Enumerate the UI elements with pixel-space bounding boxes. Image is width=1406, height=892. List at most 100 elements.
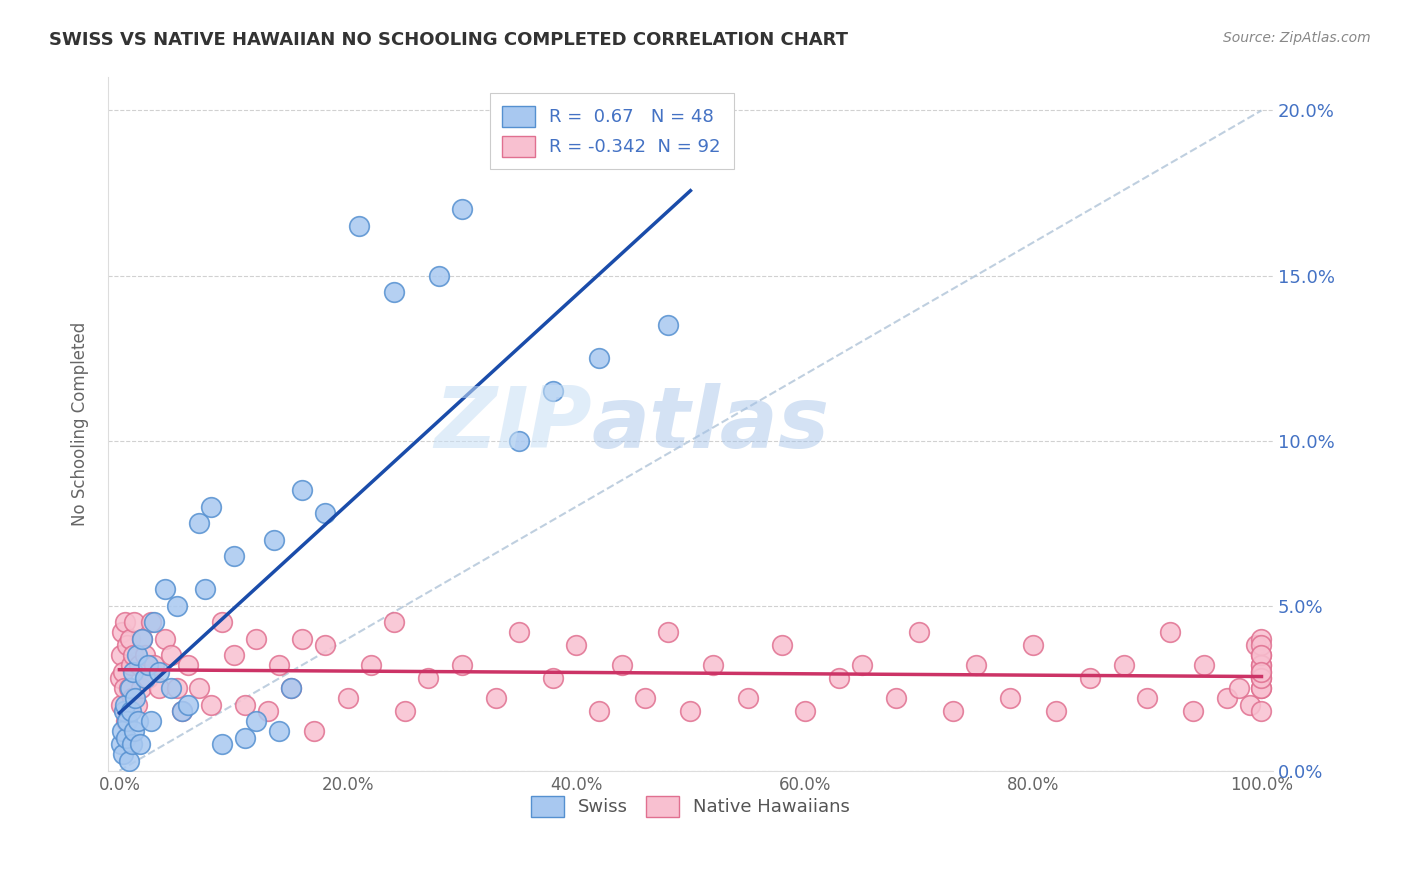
Point	[737, 691, 759, 706]
Point	[851, 658, 873, 673]
Point	[129, 681, 152, 695]
Point	[122, 648, 145, 662]
Point	[120, 658, 142, 673]
Y-axis label: No Schooling Completed: No Schooling Completed	[72, 322, 89, 526]
Point	[634, 691, 657, 706]
Point	[770, 638, 793, 652]
Point	[136, 671, 159, 685]
Point	[263, 533, 285, 547]
Point	[1250, 704, 1272, 718]
Point	[188, 681, 211, 695]
Point	[114, 615, 136, 629]
Point	[122, 724, 145, 739]
Point	[1000, 691, 1022, 706]
Point	[177, 658, 200, 673]
Point	[211, 737, 233, 751]
Point	[314, 638, 336, 652]
Point	[427, 268, 450, 283]
Point	[610, 658, 633, 673]
Point	[233, 698, 256, 712]
Point	[125, 698, 148, 712]
Point	[131, 632, 153, 646]
Point	[127, 714, 149, 728]
Text: SWISS VS NATIVE HAWAIIAN NO SCHOOLING COMPLETED CORRELATION CHART: SWISS VS NATIVE HAWAIIAN NO SCHOOLING CO…	[49, 31, 848, 49]
Text: Source: ZipAtlas.com: Source: ZipAtlas.com	[1223, 31, 1371, 45]
Point	[177, 698, 200, 712]
Point	[1239, 698, 1261, 712]
Point	[124, 691, 146, 706]
Point	[200, 698, 222, 712]
Point	[451, 202, 474, 217]
Point	[110, 737, 132, 751]
Point	[245, 714, 267, 728]
Point	[451, 658, 474, 673]
Legend: Swiss, Native Hawaiians: Swiss, Native Hawaiians	[524, 789, 858, 824]
Point	[125, 648, 148, 662]
Point	[314, 506, 336, 520]
Point	[1250, 671, 1272, 685]
Point	[111, 665, 134, 679]
Point	[679, 704, 702, 718]
Point	[108, 671, 131, 685]
Point	[131, 632, 153, 646]
Point	[122, 615, 145, 629]
Point	[1159, 625, 1181, 640]
Point	[1181, 704, 1204, 718]
Point	[148, 665, 170, 679]
Point	[280, 681, 302, 695]
Point	[222, 648, 245, 662]
Point	[111, 625, 134, 640]
Point	[828, 671, 851, 685]
Point	[1244, 638, 1267, 652]
Point	[280, 681, 302, 695]
Point	[136, 658, 159, 673]
Point	[1250, 671, 1272, 685]
Point	[382, 285, 405, 299]
Point	[657, 318, 679, 332]
Point	[1250, 648, 1272, 662]
Point	[508, 625, 530, 640]
Point	[1250, 681, 1272, 695]
Point	[291, 632, 314, 646]
Text: ZIP: ZIP	[434, 383, 592, 466]
Point	[1250, 681, 1272, 695]
Point	[115, 714, 138, 728]
Point	[166, 681, 188, 695]
Point	[233, 731, 256, 745]
Point	[211, 615, 233, 629]
Point	[942, 704, 965, 718]
Point	[485, 691, 508, 706]
Point	[382, 615, 405, 629]
Point	[110, 648, 132, 662]
Point	[188, 516, 211, 530]
Point	[884, 691, 907, 706]
Point	[166, 599, 188, 613]
Point	[159, 648, 181, 662]
Point	[134, 671, 156, 685]
Point	[159, 681, 181, 695]
Point	[657, 625, 679, 640]
Point	[565, 638, 588, 652]
Point	[121, 691, 143, 706]
Point	[112, 681, 135, 695]
Point	[194, 582, 217, 596]
Point	[1227, 681, 1250, 695]
Point	[111, 724, 134, 739]
Point	[200, 500, 222, 514]
Point	[128, 658, 150, 673]
Point	[543, 384, 565, 398]
Point	[1216, 691, 1239, 706]
Point	[1194, 658, 1216, 673]
Point	[245, 632, 267, 646]
Point	[117, 754, 139, 768]
Point	[121, 737, 143, 751]
Point	[416, 671, 439, 685]
Point	[142, 658, 165, 673]
Point	[291, 483, 314, 497]
Point	[1136, 691, 1159, 706]
Point	[349, 219, 371, 233]
Point	[153, 632, 176, 646]
Point	[129, 737, 152, 751]
Point	[114, 698, 136, 712]
Point	[1250, 658, 1272, 673]
